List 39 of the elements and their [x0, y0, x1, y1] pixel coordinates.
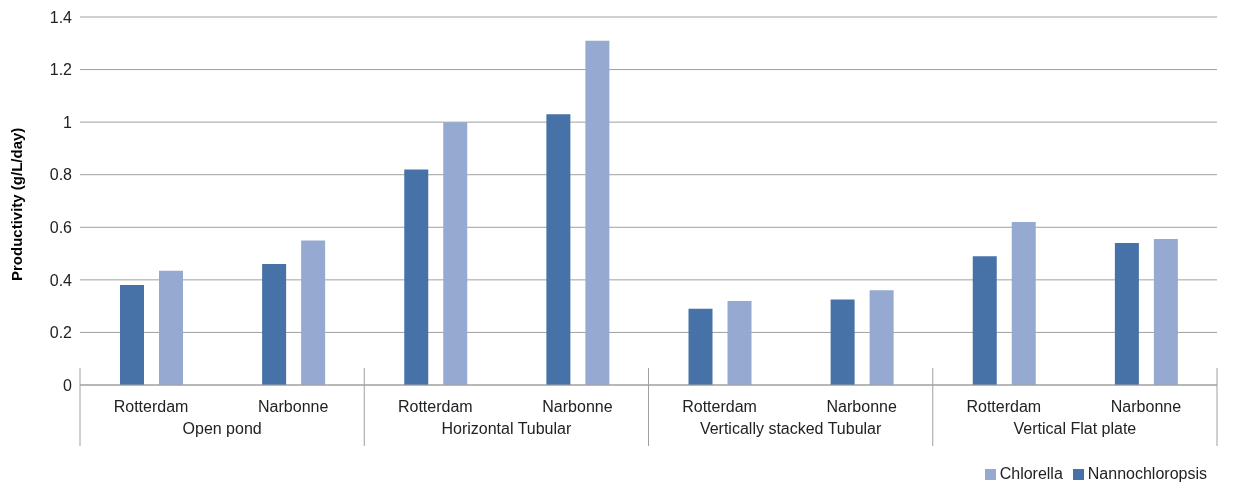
x-tick-label: Rotterdam [113, 398, 189, 416]
y-tick-label: 1 [63, 113, 73, 131]
bar [972, 256, 997, 385]
x-tick-label: Rotterdam [397, 398, 473, 416]
y-tick-label: 1.2 [49, 61, 73, 79]
bar [404, 169, 429, 385]
bar [301, 240, 326, 385]
bar [120, 285, 144, 385]
y-tick-label: 0.2 [49, 324, 73, 342]
bar [727, 300, 752, 385]
legend-label: Chlorella [999, 465, 1063, 482]
bar [443, 122, 468, 385]
x-tick-label: Narbonne [542, 398, 613, 416]
x-tick-label: Narbonne [258, 398, 329, 416]
bar [869, 290, 894, 385]
y-axis-title: Productivity (g/L/day) [8, 127, 26, 281]
x-tick-label: Rotterdam [682, 398, 757, 416]
y-tick-label: 0.6 [49, 218, 73, 236]
y-tick-label: 0.8 [49, 166, 73, 184]
x-tick-label: Narbonne [826, 398, 897, 416]
bar [1153, 239, 1178, 385]
bar [585, 40, 610, 385]
text: Horizontal Tubular [440, 420, 573, 438]
bar [262, 264, 287, 385]
bar [159, 270, 183, 385]
text: Vertically stacked Tubular [698, 420, 883, 438]
x-tick-label: Narbonne [1110, 398, 1182, 416]
y-tick-label: 0 [63, 376, 73, 394]
x-tick-label: Rotterdam [966, 398, 1042, 416]
text: Open pond [181, 420, 263, 438]
y-tick-label: 1.4 [49, 8, 73, 26]
bar [546, 114, 571, 385]
bar [1011, 222, 1036, 385]
text: Vertical Flat plate [1012, 420, 1138, 438]
bar [1114, 243, 1139, 385]
legend-label: Nannochloropsis [1087, 465, 1207, 482]
bar [688, 308, 713, 385]
y-tick-label: 0.4 [49, 271, 73, 289]
bar [830, 299, 855, 385]
